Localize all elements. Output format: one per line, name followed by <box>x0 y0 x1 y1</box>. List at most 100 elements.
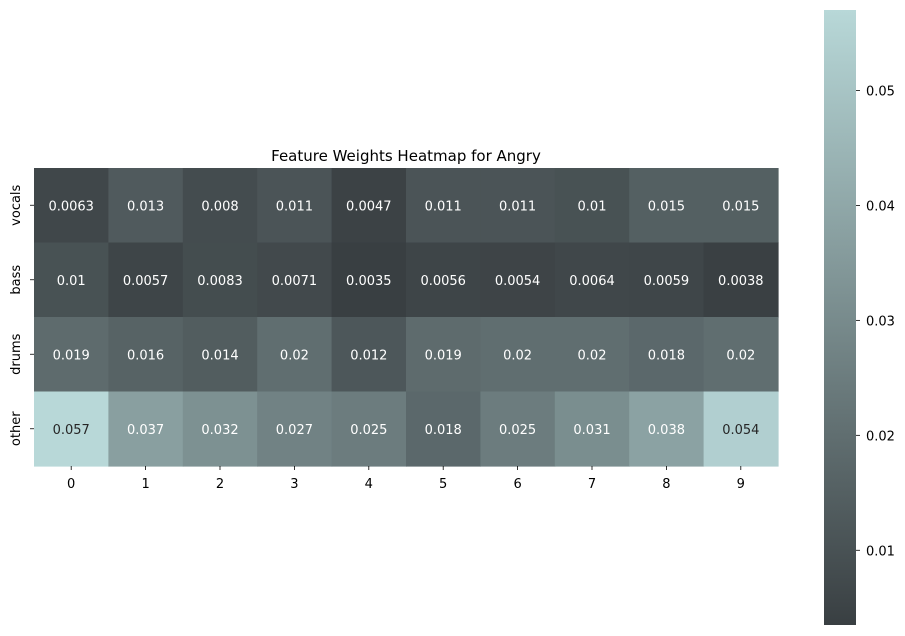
x-tick-label: 9 <box>737 477 745 492</box>
colorbar-tick-label: 0.05 <box>866 84 895 99</box>
colorbar-tick-label: 0.02 <box>866 429 895 444</box>
cell-value-label: 0.012 <box>350 348 387 363</box>
heatmap-cell <box>257 391 333 467</box>
cell-value-label: 0.019 <box>53 348 90 363</box>
cell-value-label: 0.013 <box>127 199 164 214</box>
x-axis: 0 1 2 3 4 5 6 7 8 9 <box>67 466 745 492</box>
heatmap-cell <box>480 317 556 393</box>
colorbar-tick-label: 0.01 <box>866 544 895 559</box>
heatmap-cell <box>554 391 630 467</box>
heatmap-cell <box>629 168 705 244</box>
cell-value-label: 0.0063 <box>48 199 94 214</box>
heatmap-cell <box>554 168 630 244</box>
heatmap-cell <box>480 168 556 244</box>
heatmap-cell <box>480 242 556 318</box>
heatmap-cell <box>182 242 258 318</box>
cell-value-label: 0.019 <box>425 348 462 363</box>
x-tick-label: 2 <box>216 477 224 492</box>
cell-value-label: 0.027 <box>276 423 313 438</box>
colorbar-gradient <box>824 10 856 625</box>
heatmap-cell <box>406 168 481 244</box>
colorbar: 0.01 0.02 0.03 0.04 0.05 <box>824 10 895 625</box>
heatmap-cell <box>406 242 481 318</box>
heatmap-cell <box>331 391 407 467</box>
heatmap-cell <box>108 242 184 318</box>
cell-value-label: 0.025 <box>350 423 387 438</box>
cell-value-label: 0.0083 <box>197 274 243 289</box>
heatmap-cell <box>108 317 184 393</box>
x-tick-label: 4 <box>365 477 373 492</box>
heatmap-cell <box>34 391 109 467</box>
heatmap-cell <box>703 391 779 467</box>
heatmap-cell <box>406 391 481 467</box>
x-tick-label: 1 <box>141 477 149 492</box>
y-tick-label: drums <box>9 333 24 374</box>
heatmap-cell <box>629 391 705 467</box>
cell-value-label: 0.014 <box>201 348 238 363</box>
cell-value-label: 0.031 <box>573 423 610 438</box>
x-tick-label: 8 <box>662 477 670 492</box>
cell-value-label: 0.0059 <box>644 274 690 289</box>
cell-value-label: 0.025 <box>499 423 536 438</box>
cell-value-label: 0.02 <box>280 348 309 363</box>
heatmap-cell <box>34 317 109 393</box>
cell-value-label: 0.015 <box>722 199 759 214</box>
cell-value-label: 0.018 <box>425 423 462 438</box>
cell-value-label: 0.02 <box>503 348 532 363</box>
heatmap-cell <box>34 168 109 244</box>
cell-value-label: 0.018 <box>648 348 685 363</box>
x-tick-label: 5 <box>439 477 447 492</box>
heatmap-cell <box>182 391 258 467</box>
cell-value-label: 0.02 <box>578 348 607 363</box>
y-tick-label: vocals <box>9 184 24 225</box>
cell-value-label: 0.0035 <box>346 274 392 289</box>
heatmap-cell <box>703 242 779 318</box>
cell-value-label: 0.011 <box>499 199 536 214</box>
heatmap-cell <box>108 168 184 244</box>
cell-value-label: 0.0056 <box>420 274 466 289</box>
colorbar-tick-label: 0.04 <box>866 199 895 214</box>
cell-value-label: 0.0054 <box>495 274 541 289</box>
cell-value-label: 0.016 <box>127 348 164 363</box>
cell-value-label: 0.038 <box>648 423 685 438</box>
heatmap-cell <box>629 317 705 393</box>
chart-title: Feature Weights Heatmap for Angry <box>271 147 541 165</box>
x-tick-label: 0 <box>67 477 75 492</box>
x-tick-label: 7 <box>588 477 596 492</box>
y-tick-label: other <box>9 411 24 446</box>
heatmap-cell <box>554 317 630 393</box>
cell-value-label: 0.01 <box>57 274 86 289</box>
cell-value-label: 0.01 <box>578 199 607 214</box>
y-axis: vocals bass drums other <box>9 184 34 446</box>
cell-value-label: 0.0064 <box>569 274 615 289</box>
heatmap-cell <box>703 168 779 244</box>
heatmap-cell <box>331 168 407 244</box>
heatmap-cell <box>703 317 779 393</box>
heatmap-cell <box>406 317 481 393</box>
colorbar-tick-label: 0.03 <box>866 314 895 329</box>
heatmap-cell <box>257 317 333 393</box>
cell-value-label: 0.037 <box>127 423 164 438</box>
heatmap-cell <box>331 317 407 393</box>
x-tick-label: 6 <box>513 477 521 492</box>
heatmap-cell <box>182 317 258 393</box>
cell-value-label: 0.0071 <box>272 274 318 289</box>
cell-value-label: 0.02 <box>726 348 755 363</box>
cell-value-label: 0.054 <box>722 423 759 438</box>
cell-value-label: 0.0038 <box>718 274 764 289</box>
cell-value-label: 0.0057 <box>123 274 169 289</box>
heatmap-cell <box>554 242 630 318</box>
y-tick-label: bass <box>9 265 24 295</box>
heatmap-cell <box>182 168 258 244</box>
heatmap-cell <box>108 391 184 467</box>
cell-value-label: 0.015 <box>648 199 685 214</box>
cell-value-label: 0.0047 <box>346 199 392 214</box>
heatmap-cell <box>257 168 333 244</box>
cell-value-label: 0.011 <box>276 199 313 214</box>
heatmap-cell <box>257 242 333 318</box>
heatmap-cell <box>480 391 556 467</box>
cell-value-label: 0.032 <box>201 423 238 438</box>
x-tick-label: 3 <box>290 477 298 492</box>
cell-value-label: 0.011 <box>425 199 462 214</box>
